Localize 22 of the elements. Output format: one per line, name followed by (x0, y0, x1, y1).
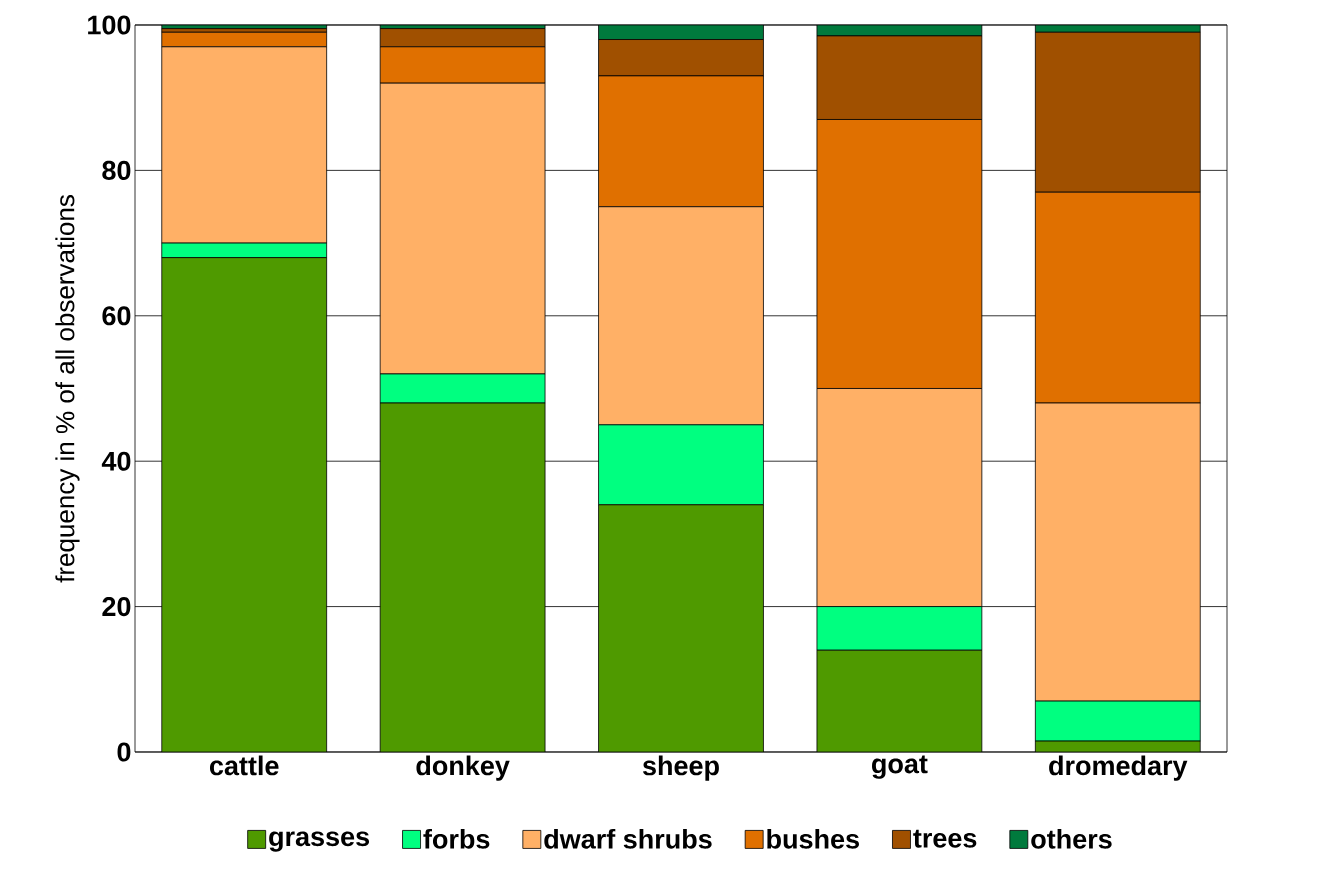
y-tick-label: 60 (102, 306, 131, 326)
bar (161, 257, 328, 752)
legend-label: trees (913, 829, 977, 848)
legend-label: forbs (423, 828, 490, 849)
y-tick-label: 40 (101, 451, 131, 471)
y-tick-label: 0 (117, 742, 131, 762)
legend-label: dwarf shrubs (544, 828, 712, 849)
legend-label: bushes (767, 828, 859, 849)
y-tick-label: 80 (102, 160, 131, 180)
bar (816, 649, 983, 752)
bar (379, 402, 546, 752)
x-tick-label: goat (872, 755, 928, 779)
legend-label: others (1031, 828, 1112, 849)
x-tick-label: donkey (416, 755, 510, 781)
y-tick-label: 20 (102, 597, 131, 617)
bar (598, 504, 764, 752)
y-tick-label: 100 (88, 15, 131, 35)
x-tick-label: sheep (642, 755, 719, 781)
legend-label: grasses (269, 831, 370, 852)
x-tick-label: cattle (209, 755, 279, 776)
y-axis-title: frequency in % of all observations (55, 195, 80, 583)
x-tick-label: dromedary (1049, 755, 1188, 781)
